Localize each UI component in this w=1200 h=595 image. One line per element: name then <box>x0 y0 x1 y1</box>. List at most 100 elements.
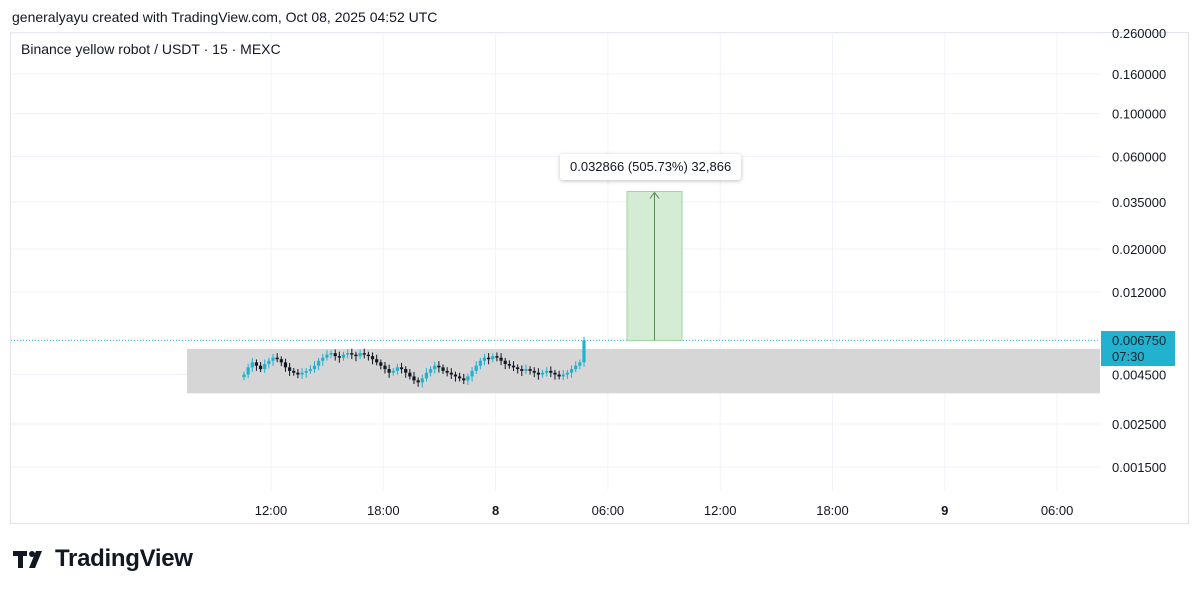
tradingview-logo-icon <box>13 551 42 568</box>
time-axis-label: 9 <box>941 503 948 518</box>
candle-body <box>503 360 507 365</box>
candle-body <box>308 369 312 371</box>
candle-body <box>370 356 375 360</box>
candle-body <box>341 354 346 358</box>
price-axis-label: 0.002500 <box>1112 417 1166 432</box>
price-axis-label: 0.012000 <box>1112 285 1166 300</box>
tradingview-logo-text: TradingView <box>55 545 193 572</box>
candle-body <box>453 374 458 377</box>
candle-body <box>346 353 350 355</box>
candle-body <box>329 353 333 355</box>
candle-body <box>445 370 449 373</box>
candle-body <box>271 357 275 361</box>
candle-body <box>304 370 308 373</box>
price-axis-label: 0.020000 <box>1112 242 1166 257</box>
price-axis-label: 0.060000 <box>1112 150 1166 165</box>
candle-body <box>516 367 520 370</box>
candle-body <box>458 376 462 379</box>
candle-body <box>474 365 478 371</box>
candle-body <box>275 357 279 360</box>
time-axis-label: 18:00 <box>367 503 400 518</box>
candle-body <box>487 357 491 360</box>
last-price-countdown: 07:30 <box>1112 349 1145 364</box>
candle-body <box>462 378 466 381</box>
candle-body <box>296 372 300 375</box>
candle-body <box>358 353 362 357</box>
candle-body <box>258 365 263 370</box>
price-axis-label: 0.004500 <box>1112 368 1166 383</box>
range-box[interactable] <box>187 348 1100 394</box>
candle-body <box>433 365 437 370</box>
candle-body <box>449 372 453 375</box>
candle-body <box>387 369 391 373</box>
candle-body <box>466 376 470 381</box>
candle-body <box>250 362 254 368</box>
candle-body <box>536 372 540 375</box>
candle-body <box>557 374 561 377</box>
candle-body <box>416 380 420 383</box>
candle-body <box>553 372 557 375</box>
candle-body <box>279 359 283 363</box>
candle-body <box>520 369 524 371</box>
candle-body <box>321 357 325 361</box>
candle-body <box>383 365 387 370</box>
tradingview-logo[interactable]: TradingView <box>13 544 193 574</box>
chart-frame <box>10 32 1189 524</box>
time-axis-label: 18:00 <box>816 503 849 518</box>
candle-body <box>428 369 433 373</box>
candle-body <box>246 367 250 375</box>
time-axis-label: 06:00 <box>592 503 625 518</box>
candle-body <box>499 357 503 361</box>
candle-body <box>283 362 288 368</box>
candle-body <box>375 359 379 363</box>
candle-body <box>312 365 317 370</box>
last-price-tag: 0.006750 07:30 <box>1101 331 1175 366</box>
candle-body <box>242 374 246 378</box>
candle-body <box>495 356 499 358</box>
candle-body <box>350 353 354 355</box>
candle-body <box>263 364 267 370</box>
candle-body <box>478 360 482 366</box>
price-axis-label: 0.035000 <box>1112 195 1166 210</box>
candle-body <box>565 372 570 375</box>
price-axis-label: 0.100000 <box>1112 107 1166 122</box>
candle-body <box>399 367 404 370</box>
candle-body <box>507 364 511 366</box>
candle-body <box>437 365 441 368</box>
candle-body <box>412 376 416 381</box>
time-axis-label: 06:00 <box>1041 503 1074 518</box>
candle-body <box>470 370 474 377</box>
candle-body <box>395 367 400 371</box>
price-axis-label: 0.001500 <box>1112 460 1166 475</box>
price-axis-label: 0.260000 <box>1112 26 1166 41</box>
measurement-arrow-head <box>649 191 660 199</box>
candle-body <box>511 365 516 368</box>
price-axis-label: 0.160000 <box>1112 67 1166 82</box>
candle-body <box>408 372 412 377</box>
measurement-label: 0.032866 (505.73%) 32,866 <box>560 154 742 180</box>
chart-attribution: generalyayu created with TradingView.com… <box>12 9 438 25</box>
candle-body <box>528 369 532 371</box>
candle-body <box>337 356 341 358</box>
candle-body <box>333 353 337 357</box>
candle-body <box>300 372 304 375</box>
candle-body <box>582 340 586 363</box>
symbol-title[interactable]: Binance yellow robot / USDT · 15 · MEXC <box>21 41 281 57</box>
candle-body <box>545 370 549 373</box>
time-axis-label: 12:00 <box>255 503 288 518</box>
time-axis-label: 8 <box>492 503 499 518</box>
candle-body <box>569 369 574 373</box>
last-price-value: 0.006750 <box>1112 333 1167 348</box>
candle-body <box>288 367 292 371</box>
candle-body <box>574 365 578 370</box>
time-axis-label: 12:00 <box>704 503 737 518</box>
candle-body <box>549 370 553 373</box>
candle-body <box>317 360 321 366</box>
candle-body <box>366 354 370 357</box>
candle-body <box>482 357 487 361</box>
candle-body <box>441 367 445 371</box>
candle-body <box>391 370 395 373</box>
candle-body <box>561 374 565 377</box>
candle-body <box>354 354 358 357</box>
